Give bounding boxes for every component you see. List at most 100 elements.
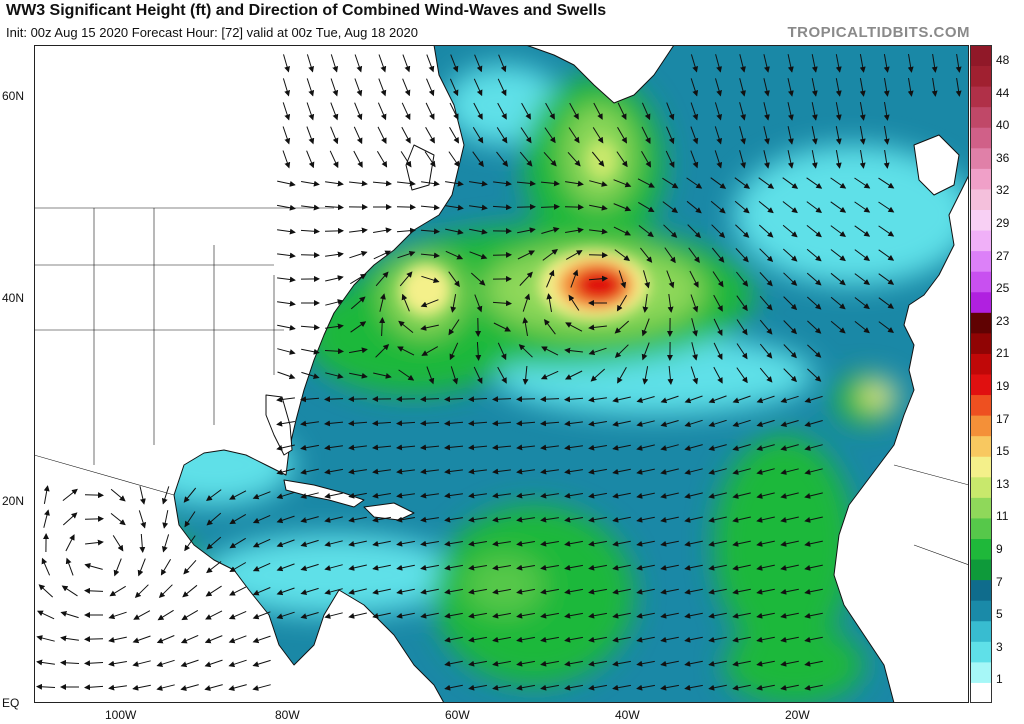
wave-direction-arrow — [931, 78, 938, 97]
wave-direction-arrow — [564, 612, 583, 619]
wave-direction-arrow — [516, 684, 535, 691]
wave-direction-arrow — [830, 201, 847, 213]
wave-direction-arrow — [445, 250, 464, 260]
wave-direction-arrow — [617, 102, 627, 121]
wave-direction-arrow — [540, 684, 559, 691]
wave-direction-arrow — [444, 588, 463, 595]
wave-direction-arrow — [711, 247, 725, 263]
wave-direction-arrow — [277, 371, 296, 380]
wave-direction-arrow — [497, 78, 507, 97]
wave-direction-arrow — [324, 612, 343, 619]
wave-direction-arrow — [377, 102, 387, 121]
direction-arrows — [36, 54, 962, 691]
wave-direction-arrow — [759, 272, 773, 287]
wave-direction-arrow — [907, 54, 914, 73]
wave-direction-arrow — [612, 588, 631, 595]
wave-direction-arrow — [324, 588, 343, 595]
wave-direction-arrow — [591, 151, 605, 167]
wave-direction-arrow — [420, 324, 439, 331]
wave-direction-arrow — [492, 684, 511, 691]
wave-direction-arrow — [688, 247, 700, 264]
wave-direction-arrow — [372, 180, 392, 187]
wave-direction-arrow — [229, 586, 247, 596]
wave-direction-arrow — [468, 396, 488, 403]
colorbar-tick-label: 40 — [996, 118, 1010, 133]
longitude-label: 20W — [785, 708, 810, 722]
map-frame — [34, 45, 969, 703]
wave-direction-arrow — [60, 659, 80, 666]
longitude-label: 80W — [275, 708, 300, 722]
wave-direction-arrow — [684, 612, 703, 619]
wave-direction-arrow — [375, 271, 389, 287]
wave-direction-arrow — [541, 346, 559, 356]
wave-direction-arrow — [420, 468, 439, 475]
wave-direction-arrow — [617, 126, 627, 144]
wave-direction-arrow — [300, 468, 319, 475]
wave-direction-arrow — [807, 320, 822, 334]
wave-direction-arrow — [282, 102, 291, 121]
wave-direction-arrow — [84, 587, 104, 594]
wave-direction-arrow — [684, 660, 703, 667]
wave-direction-arrow — [806, 225, 822, 238]
wave-direction-arrow — [691, 342, 698, 361]
wave-direction-arrow — [787, 102, 794, 121]
wave-direction-arrow — [546, 293, 553, 312]
wave-direction-arrow — [708, 468, 727, 475]
colorbar-tick-label: 19 — [996, 379, 1010, 393]
wave-direction-arrow — [444, 444, 464, 451]
wave-direction-arrow — [276, 396, 295, 403]
wave-direction-arrow — [378, 78, 387, 97]
colorbar-swatch — [970, 332, 992, 354]
wave-height-map[interactable] — [34, 45, 969, 703]
wave-direction-arrow — [161, 486, 170, 505]
brand-watermark[interactable]: TROPICALTIDBITS.COM — [787, 24, 970, 41]
wave-direction-arrow — [301, 348, 320, 355]
wave-direction-arrow — [684, 468, 703, 475]
wave-direction-arrow — [859, 150, 866, 169]
wave-direction-arrow — [614, 320, 630, 334]
wave-direction-arrow — [41, 557, 51, 576]
wave-direction-arrow — [564, 588, 583, 595]
wave-direction-arrow — [475, 341, 482, 361]
wave-direction-arrow — [139, 533, 146, 553]
wave-direction-arrow — [640, 247, 653, 263]
wave-direction-arrow — [612, 516, 631, 523]
wave-direction-arrow — [708, 444, 727, 451]
wave-direction-arrow — [588, 540, 607, 547]
wave-direction-arrow — [612, 540, 631, 547]
wave-direction-arrow — [282, 150, 291, 169]
wave-direction-arrow — [516, 564, 535, 571]
wave-direction-arrow — [736, 319, 748, 336]
latitude-label: 20N — [2, 493, 25, 508]
wave-direction-arrow — [806, 177, 823, 189]
wave-direction-arrow — [426, 78, 435, 97]
wave-direction-arrow — [883, 126, 890, 145]
wave-direction-arrow — [204, 635, 223, 644]
wave-direction-arrow — [806, 248, 822, 262]
wave-direction-arrow — [474, 294, 483, 313]
wave-direction-arrow — [372, 444, 392, 451]
wave-direction-arrow — [468, 636, 487, 643]
wave-direction-arrow — [497, 342, 507, 361]
wave-direction-arrow — [420, 564, 439, 571]
wave-direction-arrow — [859, 126, 866, 145]
wave-direction-arrow — [660, 540, 679, 547]
wave-direction-arrow — [763, 102, 770, 121]
wave-direction-arrow — [736, 367, 748, 384]
colorbar-swatch — [970, 394, 992, 416]
wave-direction-arrow — [564, 660, 583, 667]
wave-direction-arrow — [228, 684, 247, 691]
wave-direction-arrow — [372, 612, 391, 619]
wave-direction-arrow — [277, 324, 296, 331]
wave-direction-arrow — [756, 468, 775, 475]
wave-direction-arrow — [811, 78, 818, 97]
wave-direction-arrow — [276, 420, 295, 427]
wave-direction-arrow — [252, 684, 271, 691]
wave-direction-arrow — [277, 180, 296, 187]
wave-direction-arrow — [206, 536, 222, 550]
wave-direction-arrow — [690, 102, 699, 121]
wave-direction-arrow — [756, 588, 775, 595]
colorbar-tick-label: 15 — [996, 444, 1010, 459]
wave-direction-arrow — [354, 78, 363, 97]
wave-direction-arrow — [400, 151, 412, 168]
